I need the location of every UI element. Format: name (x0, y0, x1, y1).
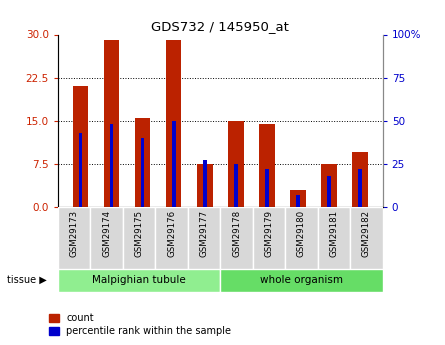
Text: GSM29177: GSM29177 (199, 210, 209, 257)
Bar (104, 40, 119, 207)
Bar (285, 207, 318, 269)
Title: GDS732 / 145950_at: GDS732 / 145950_at (151, 20, 289, 33)
Bar (318, 207, 350, 269)
Bar (350, 207, 383, 269)
Legend: count, percentile rank within the sample: count, percentile rank within the sample (45, 309, 235, 340)
Text: GSM29176: GSM29176 (167, 210, 176, 257)
Text: GSM29175: GSM29175 (134, 210, 144, 257)
Bar (78, 133, 82, 207)
Bar (58, 269, 220, 292)
Bar (58, 207, 90, 269)
Bar (172, 121, 175, 207)
Bar (265, 169, 269, 207)
Bar (197, 164, 213, 207)
Text: GSM29173: GSM29173 (69, 210, 79, 257)
Text: Malpighian tubule: Malpighian tubule (92, 275, 186, 285)
Bar (327, 176, 331, 207)
Text: GSM29181: GSM29181 (329, 210, 339, 257)
Bar (290, 190, 306, 207)
Bar (90, 207, 123, 269)
Text: GSM29179: GSM29179 (264, 210, 274, 257)
Text: GSM29174: GSM29174 (102, 210, 111, 257)
Bar (73, 86, 88, 207)
Bar (259, 124, 275, 207)
Text: GSM29178: GSM29178 (232, 210, 241, 257)
Text: GSM29180: GSM29180 (297, 210, 306, 257)
Bar (155, 207, 188, 269)
Bar (352, 152, 368, 207)
Bar (253, 207, 285, 269)
Bar (321, 164, 337, 207)
Bar (220, 269, 383, 292)
Bar (109, 124, 113, 207)
Bar (166, 40, 182, 207)
Text: whole organism: whole organism (260, 275, 343, 285)
Bar (234, 164, 238, 207)
Bar (188, 207, 220, 269)
Bar (228, 121, 243, 207)
Bar (203, 160, 206, 207)
Bar (358, 169, 362, 207)
Bar (123, 207, 155, 269)
Bar (141, 138, 145, 207)
Text: GSM29182: GSM29182 (362, 210, 371, 257)
Text: tissue ▶: tissue ▶ (7, 275, 46, 285)
Bar (296, 195, 300, 207)
Bar (135, 118, 150, 207)
Bar (220, 207, 253, 269)
